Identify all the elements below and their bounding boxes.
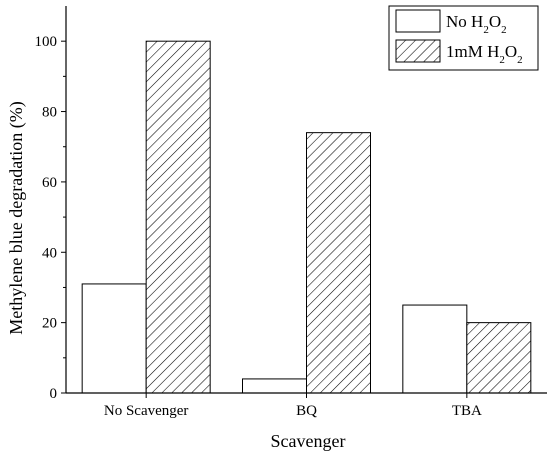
- bar-1mm-h2o2-no-scavenger: [145, 40, 211, 394]
- bar-1mm-h2o2-tba: [466, 322, 532, 394]
- legend: No H2O2 1mM H2O2: [388, 5, 539, 71]
- x-tick-label: BQ: [296, 403, 317, 419]
- x-axis-title: Scavenger: [271, 431, 346, 451]
- bar-no-h2o2-no-scavenger: [81, 283, 147, 394]
- bar-no-h2o2-tba: [402, 304, 468, 394]
- legend-label-1mm-h2o2: 1mM H2O2: [446, 42, 523, 66]
- bar-no-h2o2-bq: [242, 378, 307, 394]
- y-tick-label: 100: [35, 34, 58, 50]
- legend-swatch-1mm-h2o2: [395, 39, 441, 63]
- x-tick-label: TBA: [452, 403, 482, 419]
- legend-swatch-no-h2o2: [395, 9, 441, 33]
- bars-layer: [81, 40, 532, 394]
- bar-1mm-h2o2-bq: [306, 132, 371, 394]
- y-axis-title: Methylene blue degradation (%): [6, 101, 27, 334]
- legend-label-no-h2o2: No H2O2: [446, 12, 507, 36]
- y-tick-label: 80: [42, 105, 57, 121]
- x-tick-label: No Scavenger: [104, 403, 189, 419]
- y-tick-label: 60: [42, 175, 57, 191]
- axes-layer: [61, 6, 547, 398]
- y-tick-label: 0: [50, 386, 58, 402]
- labels-layer: Methylene blue degradation (%) Scavenger…: [6, 34, 482, 451]
- y-tick-label: 20: [42, 316, 57, 332]
- y-tick-label: 40: [42, 245, 57, 261]
